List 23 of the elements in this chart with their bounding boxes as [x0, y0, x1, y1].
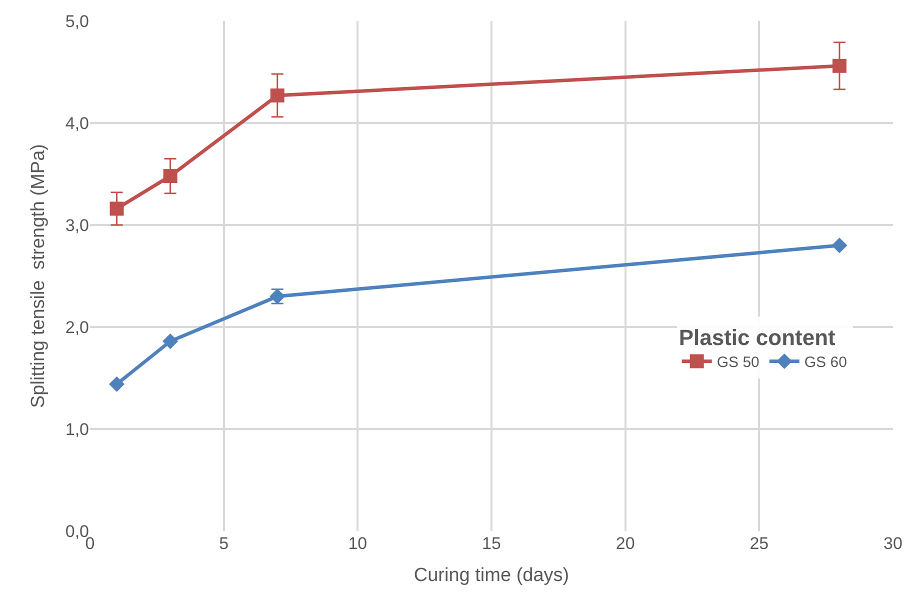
point	[110, 202, 124, 216]
point	[832, 58, 846, 73]
point	[163, 169, 178, 184]
point	[832, 238, 848, 254]
y-tick-label: 2,0	[65, 318, 89, 337]
x-tick-label: 30	[884, 534, 902, 553]
legend-label: GS 60	[804, 354, 847, 372]
x-tick-label: 10	[348, 534, 368, 553]
y-tick-label: 4,0	[65, 114, 89, 133]
y-axis-title: Splitting tensile strength (MPa)	[28, 144, 50, 408]
point	[108, 376, 125, 392]
y-tick-label: 3,0	[65, 216, 89, 235]
y-tick-label: 5,0	[65, 12, 89, 31]
x-tick-label: 15	[482, 534, 501, 553]
x-axis-title: Curing time (days)	[414, 564, 570, 586]
point	[270, 88, 284, 102]
x-tick-label: 5	[219, 534, 229, 553]
x-tick-label: 20	[616, 534, 635, 553]
legend-label: GS 50	[716, 354, 760, 372]
y-tick-label: 1,0	[65, 420, 89, 439]
legend-title: Plastic content	[678, 325, 836, 350]
point	[162, 333, 178, 350]
x-tick-label: 25	[750, 534, 769, 553]
